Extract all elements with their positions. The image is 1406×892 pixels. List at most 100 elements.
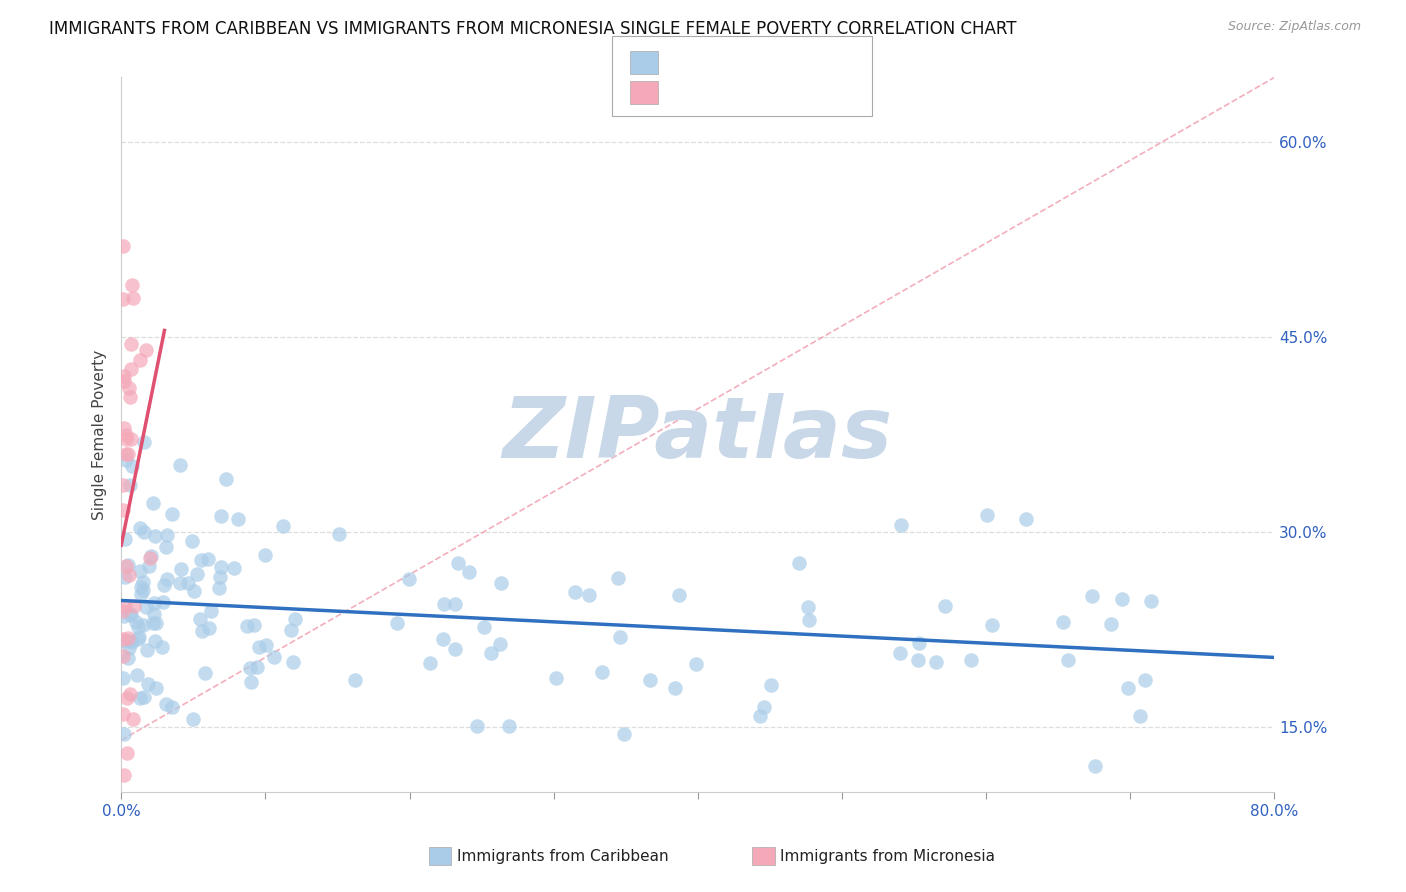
Point (112, 609, 135, 624)
Point (240, 674, 263, 689)
Point (960, 653, 983, 667)
Point (398, 572, 420, 586)
Point (748, 709, 770, 723)
Point (433, 597, 456, 611)
Point (129, 564, 152, 578)
Point (685, 657, 707, 672)
Point (1133, 673, 1156, 687)
Point (129, 690, 152, 705)
Point (908, 636, 931, 650)
Text: -0.260: -0.260 (703, 51, 768, 69)
Point (115, 428, 138, 442)
Point (131, 586, 153, 600)
Point (132, 690, 155, 704)
Point (198, 621, 221, 635)
Point (112, 604, 135, 618)
Point (889, 646, 911, 660)
Point (458, 565, 481, 579)
Point (797, 600, 820, 615)
Point (208, 581, 231, 595)
Point (115, 690, 138, 705)
Point (117, 567, 139, 582)
Point (114, 633, 136, 648)
Point (143, 529, 166, 543)
Text: Source: ZipAtlas.com: Source: ZipAtlas.com (1227, 20, 1361, 33)
Point (226, 512, 249, 526)
Point (135, 599, 157, 614)
Point (143, 596, 166, 610)
Point (281, 655, 304, 669)
Point (120, 607, 142, 622)
Point (180, 533, 202, 548)
Point (114, 570, 136, 584)
Point (138, 558, 160, 573)
Point (328, 527, 350, 541)
Point (117, 651, 139, 665)
Point (181, 712, 204, 726)
Point (131, 582, 153, 597)
Point (609, 630, 631, 644)
Point (143, 634, 166, 648)
Point (128, 630, 150, 644)
Point (169, 575, 191, 590)
Point (118, 381, 141, 395)
Point (1140, 593, 1163, 607)
Point (112, 421, 135, 435)
Point (153, 578, 176, 592)
Point (124, 615, 146, 630)
Point (664, 681, 686, 695)
Point (156, 572, 179, 586)
Point (117, 558, 139, 573)
Point (465, 718, 488, 732)
Point (114, 599, 136, 613)
Point (638, 673, 661, 688)
Point (112, 727, 135, 741)
Point (117, 447, 139, 461)
Text: N =: N = (766, 85, 806, 103)
Text: 0.103: 0.103 (703, 85, 766, 103)
Point (170, 562, 193, 576)
Point (145, 615, 167, 630)
Point (1099, 616, 1122, 631)
Point (190, 552, 212, 566)
Point (114, 532, 136, 546)
Point (200, 604, 222, 618)
Point (253, 548, 276, 562)
Point (925, 656, 948, 670)
Point (934, 599, 956, 613)
Point (419, 656, 441, 670)
Point (139, 551, 162, 566)
Point (121, 459, 143, 474)
Point (117, 632, 139, 646)
Point (155, 697, 177, 711)
Point (1081, 590, 1104, 604)
Point (129, 580, 152, 594)
Point (111, 478, 134, 492)
Point (387, 616, 409, 631)
Text: N =: N = (766, 51, 806, 69)
Text: IMMIGRANTS FROM CARIBBEAN VS IMMIGRANTS FROM MICRONESIA SINGLE FEMALE POVERTY CO: IMMIGRANTS FROM CARIBBEAN VS IMMIGRANTS … (49, 20, 1017, 37)
Point (271, 518, 294, 533)
Point (111, 632, 134, 647)
Point (209, 508, 232, 523)
Point (754, 699, 776, 714)
Point (344, 673, 367, 687)
Point (1057, 653, 1080, 667)
Point (280, 623, 302, 637)
Point (162, 507, 184, 521)
Point (132, 524, 155, 539)
Point (799, 614, 821, 628)
Point (564, 585, 586, 599)
Point (190, 612, 212, 626)
Point (186, 566, 208, 581)
Point (122, 291, 145, 305)
Point (112, 811, 135, 825)
Point (132, 618, 155, 632)
Point (183, 584, 205, 599)
Point (247, 640, 270, 655)
Point (112, 707, 135, 722)
Point (121, 635, 143, 649)
Point (254, 638, 277, 652)
Point (222, 561, 245, 575)
Point (136, 643, 159, 657)
